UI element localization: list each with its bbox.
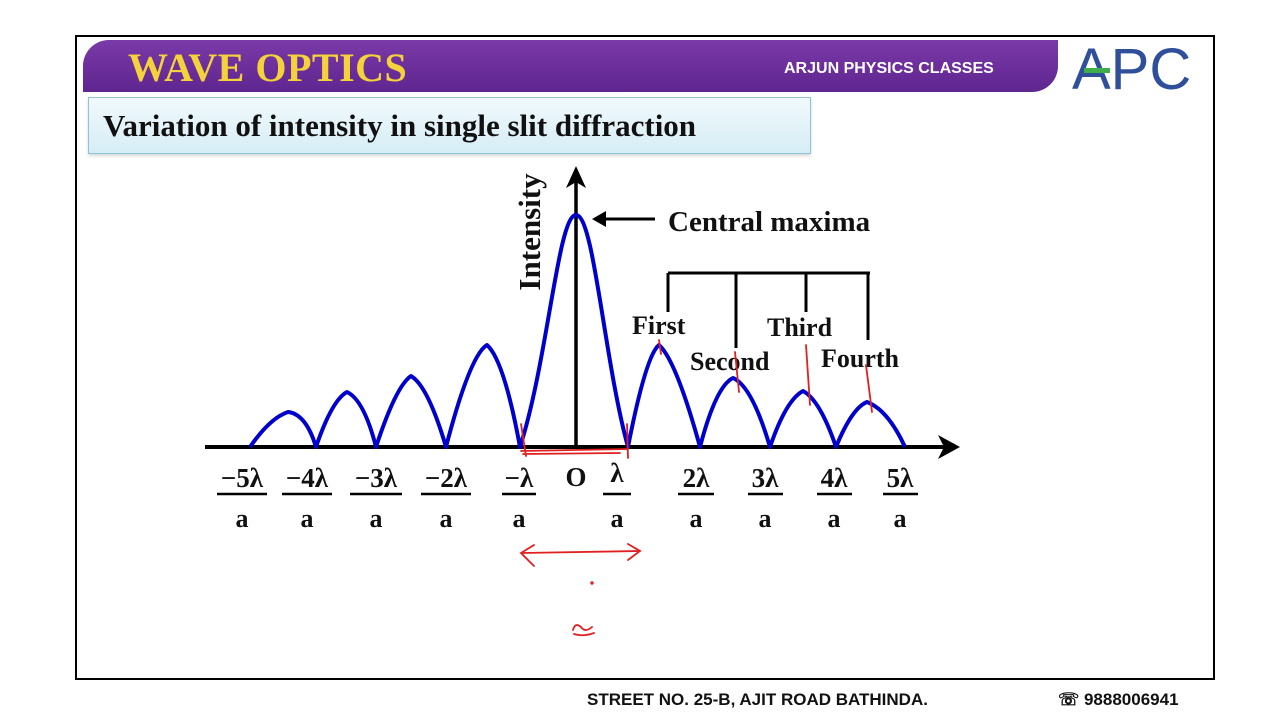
brand-name: ARJUN PHYSICS CLASSES [784,60,994,77]
tick-den-plus2: a [690,504,703,533]
central-width-mark-2 [522,452,621,455]
label-third: Third [767,313,833,342]
tick-den-plus3: a [759,504,772,533]
tick-den-minus4: a [301,504,314,533]
right-min-tick [626,423,629,459]
origin-label: O [565,462,586,492]
central-width-mark [520,448,629,452]
slide-subtitle: Variation of intensity in single slit di… [103,108,697,143]
tick-num-minus3: −3λ [355,463,398,493]
double-arrow-right-head [627,543,642,561]
subtitle-box [88,97,811,154]
intensity-curve [248,213,907,449]
left-min-tick [520,423,527,457]
tick-den-plus1: a [611,504,624,533]
header-banner [83,40,1058,92]
tick-den-minus3: a [370,504,383,533]
central-maxima-arrowhead [592,211,606,227]
double-arrow-line [521,550,641,554]
slide-title: WAVE OPTICS [128,45,408,90]
tick-den-minus2: a [440,504,453,533]
tick-num-minus5: −5λ [221,463,264,493]
label-second: Second [690,347,770,376]
tick-num-plus3: 3λ [752,463,780,493]
label-fourth: Fourth [821,344,900,373]
apc-logo: APC [1072,37,1190,96]
tick-den-plus5: a [894,504,907,533]
first-max-mark [658,339,662,355]
double-arrow-left-head [519,544,535,567]
x-axis-arrowhead [938,435,960,459]
tick-den-minus5: a [236,504,249,533]
tick-den-minus1: a [513,504,526,533]
tick-num-plus4: 4λ [821,463,849,493]
fourth-max-mark [865,364,873,413]
tick-num-minus4: −4λ [286,463,329,493]
y-axis-arrowhead [566,166,586,188]
label-first: First [632,311,686,340]
tick-num-plus5: 5λ [887,463,915,493]
secondary-maxima-bracket [666,271,870,348]
tick-num-plus2: 2λ [683,463,711,493]
footer-phone: ☏ 9888006941 [1058,690,1179,709]
second-max-mark [734,351,740,393]
tick-num-minus2: −2λ [425,463,468,493]
red-annotations [519,339,873,637]
tick-labels: −5λ −4λ −3λ −2λ −λ λ 2λ 3λ 4λ 5λ a a a a… [217,458,918,533]
tick-den-plus4: a [828,504,841,533]
hand-scribble [572,624,595,637]
footer-address: STREET NO. 25-B, AJIT ROAD BATHINDA. [587,690,928,709]
tick-num-minus1: −λ [505,463,534,493]
hand-dot [590,581,594,585]
central-maxima-label: Central maxima [668,206,871,238]
slide-frame [75,35,1215,680]
logo-dash [1084,68,1110,73]
third-max-mark [805,344,811,406]
y-axis-label: Intensity [512,173,547,291]
apc-logo-text: APC [1072,37,1190,96]
tick-num-plus1: λ [610,458,624,488]
